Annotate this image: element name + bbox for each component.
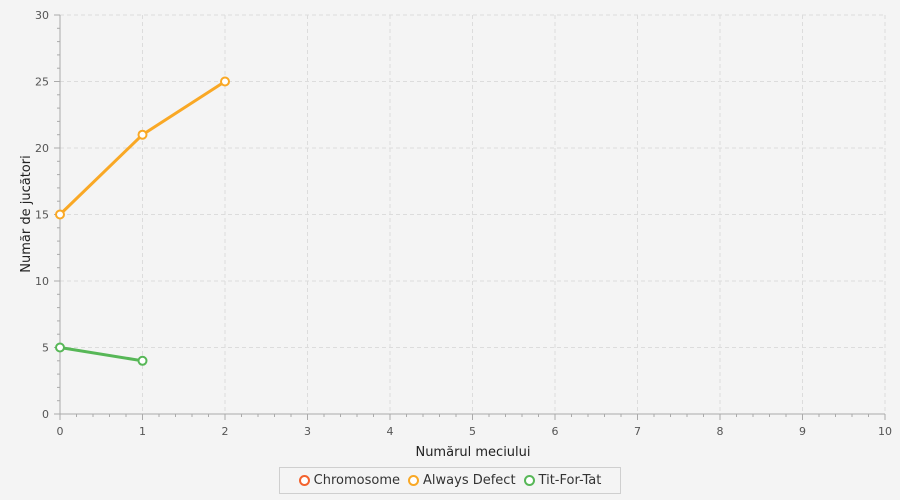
x-tick-label: 0 — [57, 425, 64, 438]
y-tick-label: 30 — [35, 9, 49, 22]
x-tick-label: 7 — [634, 425, 641, 438]
y-axis-title: Număr de jucători — [19, 155, 34, 272]
legend-item-chromosome[interactable]: Chromosome — [298, 473, 401, 488]
x-tick-label: 8 — [717, 425, 724, 438]
axes: 0 1 2 3 4 5 6 7 8 9 10 0 5 10 15 20 25 30 — [35, 9, 892, 438]
legend-swatch-tit-for-tat — [523, 475, 535, 486]
x-tick-label: 6 — [552, 425, 559, 438]
data-point-always-defect[interactable] — [55, 209, 65, 220]
legend-swatch-chromosome — [298, 475, 310, 486]
legend-label-chromosome: Chromosome — [313, 473, 401, 488]
data-point-always-defect[interactable] — [137, 129, 148, 140]
legend-label-always-defect: Always Defect — [423, 473, 516, 488]
y-tick-label: 20 — [35, 142, 49, 155]
legend-item-tit-for-tat[interactable]: Tit-For-Tat — [523, 473, 602, 488]
legend-label-tit-for-tat: Tit-For-Tat — [538, 473, 602, 488]
y-tick-label: 0 — [42, 408, 49, 421]
legend-swatch-always-defect — [408, 475, 420, 486]
x-axis-title: Numărul meciului — [415, 445, 530, 460]
data-point-tit-for-tat[interactable] — [55, 342, 65, 353]
x-tick-label: 5 — [469, 425, 476, 438]
series-layer — [55, 76, 230, 366]
y-tick-label: 25 — [35, 76, 49, 89]
x-tick-label: 4 — [387, 425, 394, 438]
data-point-always-defect[interactable] — [220, 76, 230, 87]
legend: Chromosome Always Defect Tit-For-Tat — [279, 467, 621, 494]
series-line-tit-for-tat — [59, 346, 143, 363]
x-tick-label: 9 — [799, 425, 806, 438]
legend-item-always-defect[interactable]: Always Defect — [408, 473, 516, 488]
y-tick-label: 15 — [35, 209, 49, 222]
x-tick-label: 3 — [304, 425, 311, 438]
y-tick-label: 5 — [42, 342, 49, 355]
data-point-tit-for-tat[interactable] — [137, 355, 148, 366]
x-tick-label: 1 — [139, 425, 146, 438]
x-tick-label: 10 — [878, 425, 892, 438]
grid — [60, 14, 886, 414]
y-tick-label: 10 — [35, 275, 49, 288]
x-tick-label: 2 — [222, 425, 229, 438]
